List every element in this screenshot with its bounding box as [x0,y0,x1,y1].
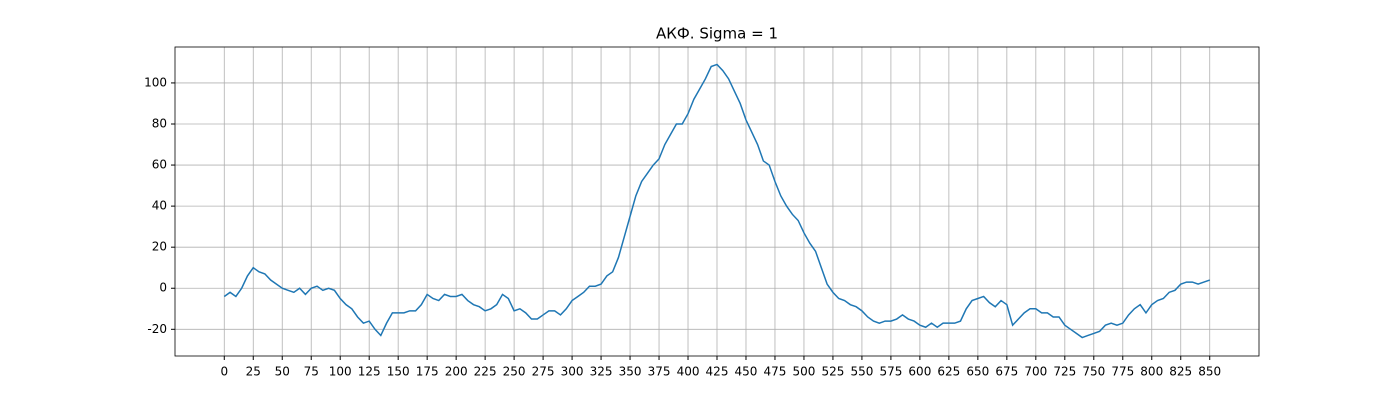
x-tick-label: 575 [879,365,902,379]
x-tick-label: 700 [1024,365,1047,379]
x-tick-label: 325 [590,365,613,379]
x-tick-label: 75 [304,365,319,379]
x-tick-label: 475 [764,365,787,379]
x-tick-label: 250 [503,365,526,379]
x-tick-label: 675 [995,365,1018,379]
x-tick-label: 600 [908,365,931,379]
x-tick-label: 350 [619,365,642,379]
x-tick-label: 100 [329,365,352,379]
x-tick-label: 400 [677,365,700,379]
y-tick-label: 40 [152,199,167,213]
x-tick-label: 275 [532,365,555,379]
x-tick-label: 175 [416,365,439,379]
plot-frame [174,46,1260,357]
x-tick-label: 200 [445,365,468,379]
x-tick-label: 0 [220,365,228,379]
x-tick-label: 375 [648,365,671,379]
x-tick-label: 625 [937,365,960,379]
data-line [223,63,1210,339]
y-tick-label: 20 [152,240,167,254]
x-tick-label: 850 [1198,365,1221,379]
x-tick-label: 525 [821,365,844,379]
y-tick-label: 0 [159,281,167,295]
x-tick-label: 650 [966,365,989,379]
y-tick-label: 60 [152,158,167,172]
x-tick-label: 825 [1169,365,1192,379]
x-tick-label: 225 [474,365,497,379]
x-tick-label: 425 [706,365,729,379]
x-tick-label: 500 [792,365,815,379]
x-tick-label: 750 [1082,365,1105,379]
y-tick-label: 80 [152,116,167,130]
x-tick-label: 50 [275,365,290,379]
x-tick-label: 125 [358,365,381,379]
x-tick-label: 25 [246,365,261,379]
x-tick-label: 725 [1053,365,1076,379]
chart-title: АКФ. Sigma = 1 [656,25,778,43]
x-tick-label: 450 [735,365,758,379]
x-tick-label: 300 [561,365,584,379]
x-tick-label: 550 [850,365,873,379]
x-tick-label: 150 [387,365,410,379]
x-tick-label: 800 [1140,365,1163,379]
y-tick-label: -20 [147,322,167,336]
y-tick-label: 100 [144,75,167,89]
x-tick-label: 775 [1111,365,1134,379]
